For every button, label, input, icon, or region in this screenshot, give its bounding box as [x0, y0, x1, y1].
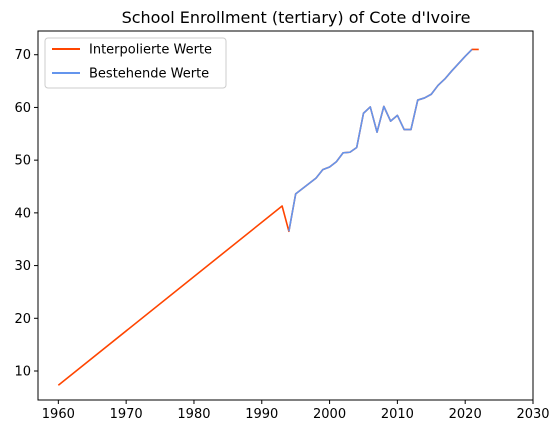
- legend-box: [44, 37, 227, 89]
- y-axis: 10 20 30 40 50 60 70: [14, 48, 38, 380]
- plot-frame: [37, 30, 534, 401]
- y-tick-label: 10: [14, 365, 31, 380]
- chart-title: School Enrollment (tertiary) of Cote d'I…: [122, 8, 471, 27]
- x-tick-label: 2020: [449, 407, 482, 422]
- y-tick-label: 40: [14, 206, 31, 221]
- series-line-existing: [288, 48, 473, 232]
- y-tick-label: 70: [14, 48, 31, 63]
- legend-label-existing: Bestehende Werte: [89, 67, 209, 82]
- y-tick-label: 30: [14, 259, 31, 274]
- legend: Interpolierte Werte Bestehende Werte: [44, 37, 227, 89]
- x-axis: 1960 1970 1980 1990 2000 2010 2020 2030: [42, 400, 550, 422]
- x-tick-label: 1970: [110, 407, 143, 422]
- y-tick-label: 60: [14, 101, 31, 116]
- x-tick-label: 2000: [313, 407, 346, 422]
- plot-area: [38, 31, 533, 400]
- y-tick-label: 50: [14, 154, 31, 169]
- x-tick-label: 1960: [42, 407, 75, 422]
- x-tick-label: 1990: [245, 407, 278, 422]
- y-tick-label: 20: [14, 312, 31, 327]
- x-tick-label: 2030: [516, 407, 549, 422]
- series-layer: [57, 48, 479, 386]
- x-tick-label: 2010: [381, 407, 414, 422]
- plot-background: [38, 31, 533, 400]
- x-tick-label: 1980: [177, 407, 210, 422]
- legend-label-interpolated: Interpolierte Werte: [89, 43, 212, 58]
